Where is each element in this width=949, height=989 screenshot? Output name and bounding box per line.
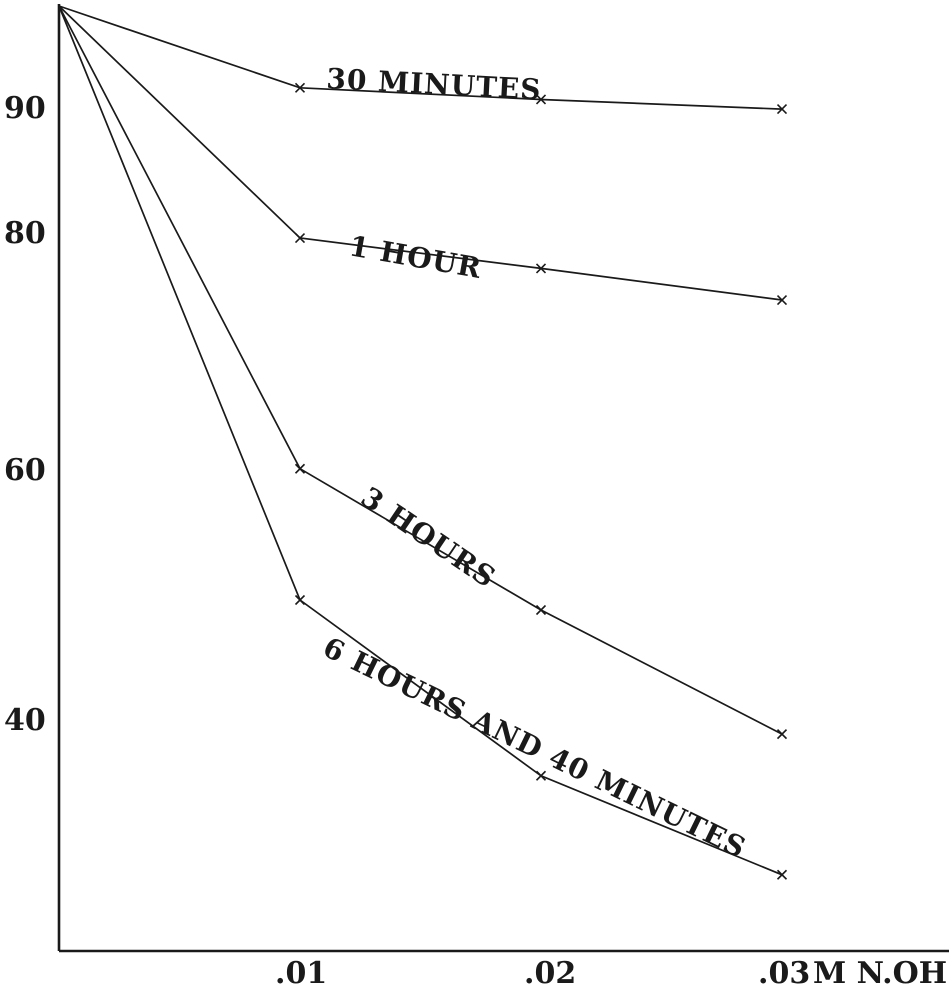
series-line-2	[58, 5, 783, 301]
series-line-1	[58, 5, 783, 110]
series-label-6-hours-40-minutes: 6 HOURS AND 40 MINUTES	[318, 631, 752, 865]
data-point-marker	[535, 770, 547, 781]
x-tick-label-02: .02	[524, 956, 576, 984]
data-point-marker	[294, 463, 306, 474]
x-tick-label-01: .01	[275, 956, 327, 984]
series-label-30-minutes: 30 MINUTES	[326, 62, 543, 106]
data-point-marker	[776, 294, 788, 306]
axes	[57, 4, 949, 953]
series-lines	[58, 5, 783, 876]
data-point-marker	[535, 604, 547, 616]
x-tick-label-03: .03	[758, 956, 810, 984]
y-tick-labels: 90 80 60 40	[4, 91, 46, 738]
x-units-label: M N.OH	[813, 956, 947, 984]
y-tick-label-60: 60	[4, 453, 46, 488]
data-point-marker	[776, 104, 788, 115]
series-markers	[294, 82, 788, 880]
y-tick-label-80: 80	[4, 216, 46, 251]
data-point-marker	[776, 729, 788, 740]
series-line-3	[58, 5, 783, 735]
series-line-4	[58, 5, 783, 876]
y-tick-label-90: 90	[4, 91, 46, 126]
data-point-marker	[294, 82, 306, 93]
data-point-marker	[776, 869, 788, 880]
x-tick-labels: .01 .02 .03 M N.OH	[275, 956, 947, 989]
data-point-marker	[294, 594, 306, 606]
series-labels: 30 MINUTES 1 HOUR 3 HOURS 6 HOURS AND 40…	[318, 62, 752, 865]
data-point-marker	[535, 94, 547, 105]
data-point-marker	[294, 232, 306, 244]
series-label-1-hour: 1 HOUR	[347, 229, 484, 285]
y-tick-label-40: 40	[4, 703, 46, 738]
series-label-3-hours: 3 HOURS	[355, 480, 502, 594]
data-point-marker	[535, 263, 547, 274]
